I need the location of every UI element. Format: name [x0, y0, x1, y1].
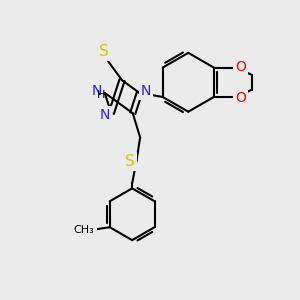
Text: N: N: [100, 108, 110, 122]
Text: H: H: [97, 90, 105, 100]
Text: O: O: [235, 60, 246, 74]
Text: S: S: [100, 44, 109, 59]
Text: CH₃: CH₃: [74, 225, 94, 235]
Text: O: O: [235, 91, 246, 105]
Text: N: N: [141, 84, 151, 98]
Text: N: N: [91, 84, 102, 98]
Text: S: S: [125, 154, 135, 169]
